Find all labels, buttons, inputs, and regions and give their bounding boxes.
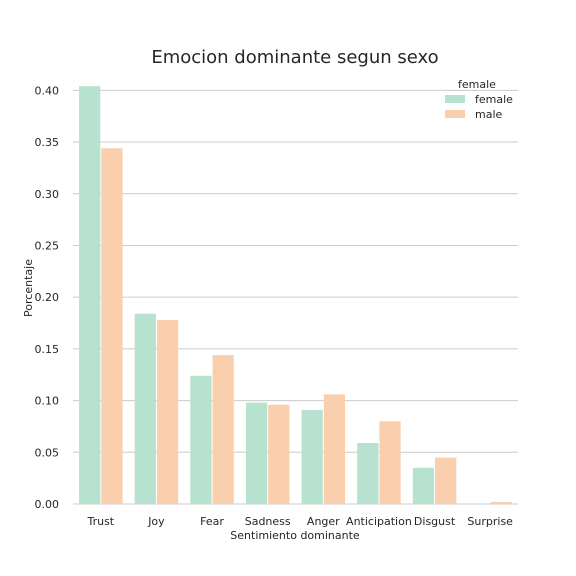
y-axis-label: Porcentaje (22, 259, 35, 317)
y-tick-label: 0.05 (35, 446, 60, 459)
bar-female-joy (134, 313, 156, 504)
x-tick-label: Disgust (414, 515, 456, 528)
bar-female-fear (190, 375, 212, 504)
legend-label-male: male (475, 108, 503, 121)
x-axis-ticks: Trust Joy Fear Sadness Anger Anticipation Disg… (86, 515, 513, 528)
x-tick-label: Anticipation (346, 515, 412, 528)
bars (79, 86, 512, 504)
bar-male-surprise (490, 501, 512, 504)
x-tick-label: Fear (200, 515, 224, 528)
legend-swatch-female (445, 95, 465, 103)
legend: female female male (445, 78, 513, 121)
y-axis-ticks: 0.00 0.05 0.10 0.15 0.20 0.25 0.30 0.35 0.40 (35, 84, 60, 511)
bar-male-disgust (435, 457, 457, 504)
bar-male-sadness (268, 404, 290, 504)
bar-female-anticipation (357, 442, 379, 504)
y-tick-label: 0.20 (35, 291, 60, 304)
x-tick-label: Joy (147, 515, 165, 528)
bar-male-fear (212, 355, 234, 504)
y-tick-label: 0.25 (35, 239, 60, 252)
bar-female-trust (79, 86, 101, 504)
bar-female-disgust (412, 467, 435, 504)
y-tick-label: 0.15 (35, 343, 60, 356)
y-tick-label: 0.00 (35, 498, 60, 511)
legend-swatch-male (445, 110, 465, 118)
bar-female-anger (301, 409, 323, 504)
x-tick-label: Surprise (467, 515, 513, 528)
x-tick-label: Anger (307, 515, 340, 528)
x-axis-label: Sentimiento dominante (230, 529, 360, 542)
x-tick-label: Trust (86, 515, 114, 528)
chart-title: Emocion dominante segun sexo (151, 47, 438, 68)
y-tick-label: 0.35 (35, 136, 60, 149)
bar-male-trust (101, 148, 123, 504)
y-tick-label: 0.40 (35, 84, 60, 97)
bar-male-joy (156, 319, 179, 504)
bar-male-anticipation (379, 421, 401, 504)
bar-male-anger (323, 394, 346, 504)
legend-title: female (458, 78, 496, 91)
y-tick-label: 0.30 (35, 188, 60, 201)
y-tick-label: 0.10 (35, 395, 60, 408)
legend-label-female: female (475, 93, 513, 106)
x-tick-label: Sadness (245, 515, 291, 528)
bar-female-sadness (245, 402, 268, 504)
